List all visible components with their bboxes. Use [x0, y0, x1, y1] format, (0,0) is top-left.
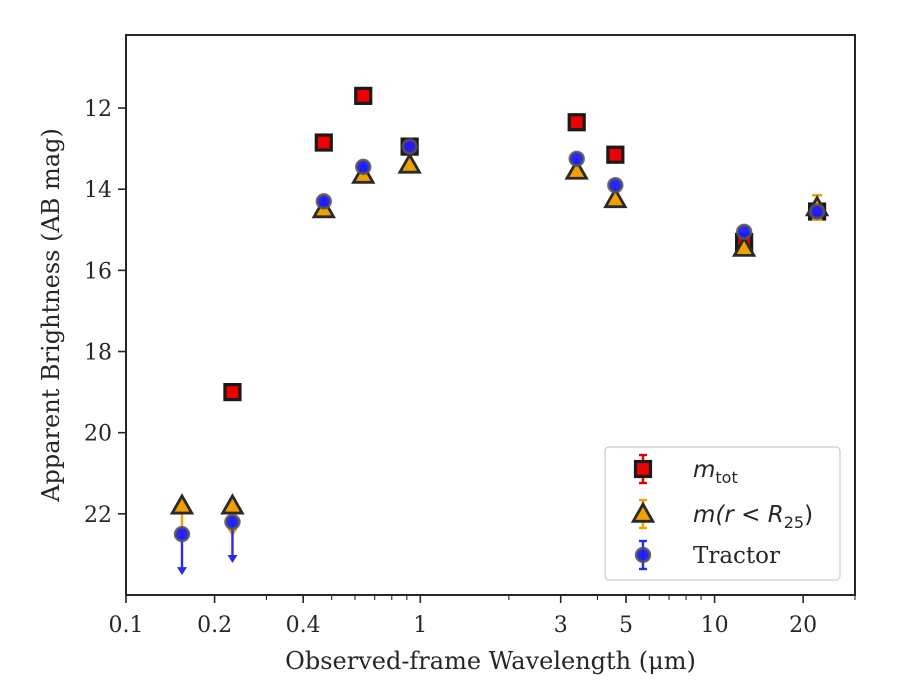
mtot-point: [354, 86, 373, 105]
legend-box: [604, 446, 841, 581]
legend-marker: [633, 459, 653, 479]
tractor-point: [315, 193, 332, 210]
tractor-point: [568, 150, 585, 167]
legend: mtot m(r < R25) Tractor: [604, 446, 841, 581]
axes: 0.1 0.2 0.4 1 3 5 10 20 12 14 16 18 20 22 Observed-fra…: [37, 34, 856, 675]
tractor-point: [607, 176, 624, 194]
y-tick-label: 22: [84, 503, 112, 528]
r25-point: [603, 186, 628, 209]
tractor-point: [401, 138, 418, 155]
legend-entry-tractor: Tractor: [634, 539, 780, 571]
x-tick-label: 3: [554, 613, 568, 638]
legend-marker: [634, 546, 652, 564]
plot-frame: [125, 34, 856, 596]
x-tick-label: 10: [701, 613, 729, 638]
mtot-point: [606, 145, 625, 164]
tractor-point: [355, 158, 372, 176]
x-tick-label: 1: [413, 613, 427, 638]
x-axis-label: Observed-frame Wavelength (μm): [285, 647, 696, 675]
r25-point: [220, 493, 245, 515]
x-tick-label: 0.2: [197, 613, 232, 638]
legend-entry-mtot: mtot: [633, 453, 738, 487]
tractor-point: [808, 203, 826, 220]
upper-limit-arrowhead: [227, 554, 238, 563]
x-tick-label: 5: [619, 613, 633, 638]
tractor-point: [173, 525, 191, 543]
x-tick-label: 0.4: [286, 613, 321, 638]
y-tick-label: 18: [84, 341, 112, 366]
legend-label: mtot: [693, 457, 738, 487]
r25-point: [564, 158, 589, 180]
mtot-point: [567, 113, 586, 132]
legend-entry-r25: m(r < R25): [630, 498, 813, 532]
r25-point: [397, 152, 422, 174]
series-mtot: [223, 86, 827, 402]
y-tick-label: 12: [84, 97, 112, 122]
legend-label: Tractor: [693, 543, 780, 569]
r25-point: [169, 493, 195, 515]
x-tick-label: 0.1: [109, 613, 144, 638]
legend-label: m(r < R25): [693, 502, 813, 532]
y-tick-label: 14: [84, 178, 112, 203]
mtot-point: [314, 133, 333, 152]
x-tick-label: 20: [789, 613, 817, 638]
r25-point: [731, 235, 757, 257]
series-tractor: [173, 138, 826, 576]
y-tick-label: 20: [84, 422, 112, 447]
data-marks: [169, 86, 830, 576]
tractor-point: [735, 223, 753, 241]
tractor-point: [224, 513, 241, 531]
legend-marker: [630, 501, 656, 523]
y-tick-label: 16: [84, 259, 112, 284]
mtot-point: [223, 383, 242, 402]
upper-limit-arrowhead: [177, 567, 188, 576]
y-axis-label: Apparent Brightness (AB mag): [37, 128, 65, 503]
